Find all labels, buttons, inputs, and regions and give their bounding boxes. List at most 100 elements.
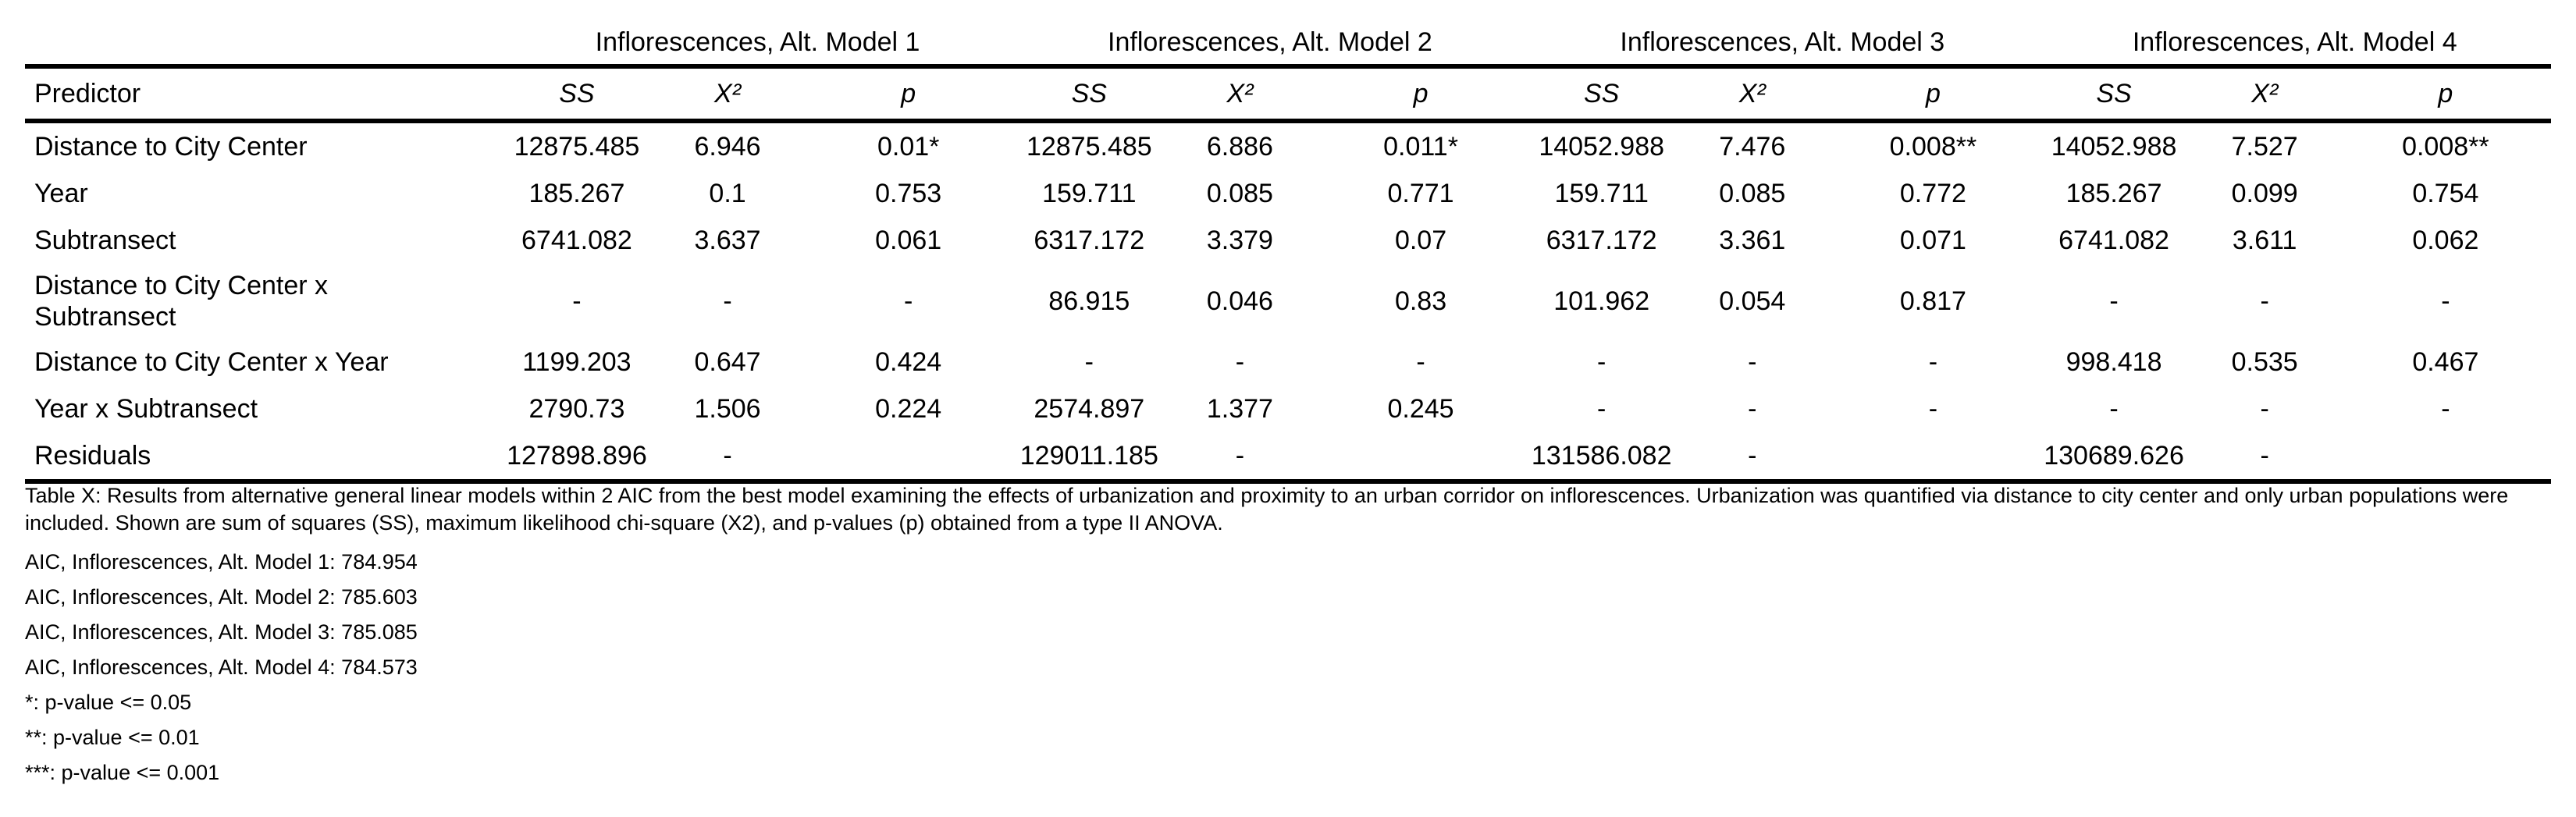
table-row: Year 185.267 0.1 0.753 159.711 0.085 0.7… — [25, 170, 2551, 217]
model-group-header: Inflorescences, Alt. Model 4 — [2132, 27, 2457, 57]
table-notes: Table X: Results from alternative genera… — [25, 482, 2551, 790]
model-group-header: Inflorescences, Alt. Model 2 — [1108, 27, 1432, 57]
chi-square-column-header: X² — [652, 64, 803, 123]
table-cell — [802, 432, 1014, 484]
table-cell: 159.711 — [1554, 178, 1649, 208]
predictor-label: Year x Subtransect — [34, 394, 258, 424]
aic-note: AIC, Inflorescences, Alt. Model 2: 785.6… — [25, 585, 418, 609]
predictor-label: Distance to City Center x Subtransect — [25, 264, 501, 339]
table-cell: - — [652, 432, 803, 484]
table-cell: - — [1928, 393, 1938, 424]
predictor-column-header: Predictor — [25, 64, 502, 123]
table-cell: 0.054 — [1719, 286, 1786, 316]
table-cell: 14052.988 — [1539, 131, 1665, 162]
chi-square-column-header: X² — [1677, 64, 1828, 123]
table-cell: 0.647 — [694, 346, 761, 377]
table-cell: 3.611 — [2232, 225, 2297, 255]
table-cell: 0.772 — [1899, 178, 1966, 208]
chi-square-column-header: X² — [1164, 64, 1315, 123]
empty-corner-cell — [25, 20, 501, 66]
table-cell: 159.711 — [1042, 178, 1137, 208]
table-cell: 0.83 — [1394, 286, 1447, 316]
ss-column-header: SS — [1013, 64, 1165, 123]
model-group-header: Inflorescences, Alt. Model 1 — [595, 27, 920, 57]
aic-note: AIC, Inflorescences, Alt. Model 4: 784.5… — [25, 655, 418, 679]
table-cell: 0.008** — [2402, 131, 2489, 162]
table-cell: 0.817 — [1899, 286, 1966, 316]
table-cell: - — [2260, 286, 2269, 316]
table-cell: - — [572, 286, 582, 316]
model-group-header-row: Inflorescences, Alt. Model 1 Inflorescen… — [25, 20, 2551, 66]
aic-note: AIC, Inflorescences, Alt. Model 3: 785.0… — [25, 620, 418, 644]
table-cell: 0.071 — [1899, 225, 1966, 255]
table-cell: - — [1084, 346, 1094, 377]
table-cell: 2790.73 — [528, 393, 625, 424]
anova-results-table: Inflorescences, Alt. Model 1 Inflorescen… — [25, 20, 2551, 484]
table-cell: 0.1 — [709, 178, 746, 208]
table-cell: 0.061 — [875, 225, 942, 255]
table-cell: 12875.485 — [514, 131, 640, 162]
table-cell: 0.085 — [1206, 178, 1273, 208]
predictor-label: Year — [34, 179, 88, 208]
table-cell: 1.506 — [694, 393, 761, 424]
table-cell: 131586.082 — [1526, 432, 1678, 484]
ss-column-header: SS — [1526, 64, 1678, 123]
table-cell: - — [904, 286, 913, 316]
chi-square-column-header: X² — [2189, 64, 2340, 123]
table-cell: 1.377 — [1206, 393, 1273, 424]
table-cell: - — [2441, 286, 2450, 316]
p-value-column-header: p — [1315, 64, 1527, 123]
table-cell — [1827, 432, 2039, 484]
table-cell: 0.07 — [1394, 225, 1447, 255]
table-row: Distance to City Center x Year 1199.203 … — [25, 339, 2551, 385]
significance-note: ***: p-value <= 0.001 — [25, 761, 220, 784]
table-cell: 0.062 — [2412, 225, 2479, 255]
table-cell: 0.535 — [2231, 346, 2298, 377]
p-value-column-header: p — [802, 64, 1014, 123]
table-cell: 998.418 — [2065, 346, 2162, 377]
table-cell: 0.011* — [1383, 131, 1458, 162]
predictor-label: Subtransect — [34, 226, 176, 255]
table-caption: Table X: Results from alternative genera… — [25, 484, 2509, 535]
table-cell: 0.754 — [2412, 178, 2479, 208]
table-cell: 6317.172 — [1034, 225, 1145, 255]
table-cell: - — [1597, 393, 1606, 424]
table-cell: 130689.626 — [2038, 432, 2190, 484]
table-cell: - — [2109, 286, 2119, 316]
table-cell: 0.099 — [2231, 178, 2298, 208]
table-row: Year x Subtransect 2790.73 1.506 0.224 2… — [25, 385, 2551, 432]
table-cell: - — [1677, 432, 1828, 484]
table-cell: - — [2189, 432, 2340, 484]
table-cell: 6741.082 — [521, 225, 632, 255]
significance-note: *: p-value <= 0.05 — [25, 691, 192, 714]
table-row: Distance to City Center 12875.485 6.946 … — [25, 121, 2551, 170]
table-cell: 101.962 — [1553, 286, 1650, 316]
table-cell: 6741.082 — [2058, 225, 2169, 255]
table-cell: 6.946 — [694, 131, 761, 162]
table-cell: 6.886 — [1206, 131, 1273, 162]
predictor-label-line: Subtransect — [34, 302, 176, 332]
table-cell: 2574.897 — [1034, 393, 1145, 424]
predictor-label: Distance to City Center — [34, 132, 308, 162]
table-cell: - — [2109, 393, 2119, 424]
table-cell: 3.361 — [1719, 225, 1786, 255]
table-cell — [2339, 432, 2551, 484]
table-cell: 0.424 — [875, 346, 942, 377]
table-cell: 14052.988 — [2051, 131, 2177, 162]
p-value-column-header: p — [2339, 64, 2551, 123]
p-value-column-header: p — [1827, 64, 2039, 123]
table-cell: 0.224 — [875, 393, 942, 424]
column-header-row: Predictor SS X² p SS X² p SS X² p SS X² … — [25, 64, 2551, 123]
table-cell: 185.267 — [528, 178, 625, 208]
significance-note: **: p-value <= 0.01 — [25, 726, 200, 749]
table-cell — [1315, 432, 1527, 484]
table-row: Residuals 127898.896 - 129011.185 - 1315… — [25, 432, 2551, 484]
table-cell: - — [1597, 346, 1606, 377]
aic-note: AIC, Inflorescences, Alt. Model 1: 784.9… — [25, 550, 418, 574]
table-cell: 0.085 — [1719, 178, 1786, 208]
table-cell: 0.753 — [875, 178, 942, 208]
table-cell: - — [1235, 346, 1245, 377]
table-cell: - — [2441, 393, 2450, 424]
table-cell: 7.527 — [2231, 131, 2298, 162]
